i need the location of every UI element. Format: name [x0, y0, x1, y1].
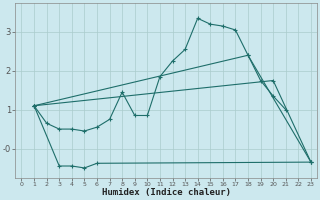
X-axis label: Humidex (Indice chaleur): Humidex (Indice chaleur) — [102, 188, 231, 197]
